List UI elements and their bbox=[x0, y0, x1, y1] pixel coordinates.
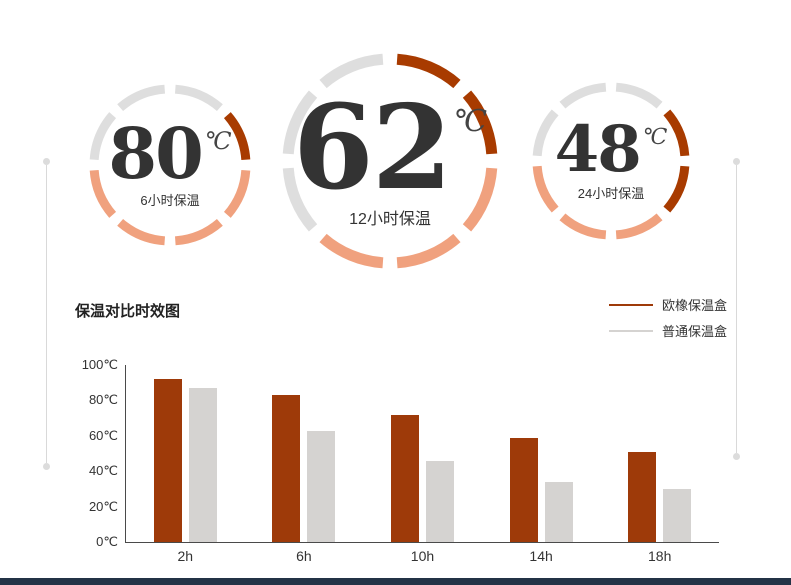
y-axis-tick: 100℃ bbox=[81, 357, 118, 372]
gauge-12h: 62 ℃ 12小时保温 bbox=[277, 48, 503, 274]
decor-dot bbox=[43, 158, 50, 165]
gauge-ring-segment bbox=[89, 169, 117, 218]
gauge-ring-segment bbox=[117, 218, 166, 246]
gauge-24h: 48 ℃ 24小时保温 bbox=[528, 78, 694, 244]
y-axis-tick: 20℃ bbox=[88, 498, 118, 514]
bar-chart-plot: 100℃ 80℃ 60℃ 40℃ 20℃ 0℃ 2h 6h 10h 14h 18h bbox=[82, 357, 719, 564]
legend-label: 欧橡保温盒 bbox=[661, 298, 727, 313]
bar-欧橡保温盒-18h bbox=[628, 451, 657, 542]
bar-欧橡保温盒-6h bbox=[272, 395, 301, 542]
gauge-ring-segment bbox=[223, 169, 251, 218]
gauge-6h: 80 ℃ 6小时保温 bbox=[85, 80, 255, 250]
chart-legend: 欧橡保温盒普通保温盒 bbox=[608, 295, 727, 340]
gauge-ring-segment bbox=[559, 82, 607, 109]
decor-dot bbox=[43, 463, 50, 470]
x-axis-label: 2h bbox=[177, 548, 194, 564]
gauge-ring-segment bbox=[396, 53, 461, 89]
celsius-unit: ℃ bbox=[204, 127, 232, 156]
gauge-label: 24小时保温 bbox=[577, 185, 645, 201]
gauge-ring-segment bbox=[663, 165, 690, 213]
gauge-ring bbox=[89, 84, 251, 246]
legend-item: 欧橡保温盒 bbox=[608, 295, 727, 314]
gauge-ring-segment bbox=[282, 90, 318, 155]
legend-swatch bbox=[608, 303, 653, 306]
bottom-bar bbox=[0, 578, 791, 585]
gauge-ring bbox=[532, 82, 690, 240]
gauge-ring-segment bbox=[532, 109, 559, 157]
gauge-temp: 80 bbox=[108, 112, 203, 196]
chart-title: 保温对比时效图 bbox=[75, 303, 181, 320]
y-axis-tick: 40℃ bbox=[88, 463, 118, 479]
decor-line-right bbox=[733, 158, 740, 460]
gauge-ring-segment bbox=[396, 233, 461, 269]
bar-欧橡保温盒-10h bbox=[391, 414, 419, 542]
gauge-ring-segment bbox=[282, 167, 318, 232]
gauge-label: 12小时保温 bbox=[349, 211, 431, 229]
bar-普通保温盒-18h bbox=[663, 488, 692, 542]
celsius-unit: ℃ bbox=[453, 103, 487, 139]
bar-普通保温盒-2h bbox=[188, 388, 217, 542]
gauge-ring-segment bbox=[532, 165, 559, 213]
legend-item: 普通保温盒 bbox=[608, 321, 727, 340]
gauge-text: 62 ℃ 12小时保温 bbox=[277, 48, 503, 274]
gauge-ring-segment bbox=[223, 112, 251, 161]
gauge-ring-segment bbox=[663, 109, 690, 157]
decor-vline bbox=[46, 165, 47, 463]
gauge-ring-segment bbox=[462, 167, 498, 232]
bar-欧橡保温盒-2h bbox=[153, 379, 182, 542]
legend-label: 普通保温盒 bbox=[661, 324, 727, 339]
decor-dot bbox=[733, 158, 740, 165]
celsius-unit: ℃ bbox=[642, 125, 668, 151]
gauge-label: 6小时保温 bbox=[140, 192, 200, 208]
bar-普通保温盒-6h bbox=[307, 430, 336, 542]
gauge-ring-segment bbox=[117, 84, 166, 112]
x-axis-label: 10h bbox=[410, 548, 435, 564]
y-axis-tick: 0℃ bbox=[96, 534, 118, 549]
gauge-ring bbox=[282, 53, 498, 269]
gauge-ring-segment bbox=[174, 84, 223, 112]
y-axis-tick: 60℃ bbox=[88, 427, 118, 443]
gauge-ring-segment bbox=[559, 213, 607, 240]
gauge-ring-segment bbox=[319, 53, 384, 89]
gauge-ring-segment bbox=[615, 213, 663, 240]
bar-欧橡保温盒-14h bbox=[509, 437, 538, 542]
bar-普通保温盒-10h bbox=[426, 460, 454, 542]
gauge-ring-segment bbox=[462, 90, 498, 155]
legend-swatch bbox=[608, 329, 653, 332]
decor-line-left bbox=[43, 158, 50, 470]
x-axis-label: 14h bbox=[529, 548, 553, 564]
decor-vline bbox=[736, 165, 737, 453]
gauge-ring-segment bbox=[615, 82, 663, 109]
x-axis-label: 18h bbox=[648, 548, 672, 564]
gauge-text: 80 ℃ 6小时保温 bbox=[85, 80, 255, 250]
gauge-ring-segment bbox=[89, 112, 117, 161]
gauge-temp: 48 bbox=[554, 112, 642, 188]
bar-普通保温盒-14h bbox=[544, 481, 573, 542]
y-axis-tick: 80℃ bbox=[88, 392, 118, 408]
gauge-ring-segment bbox=[174, 218, 223, 246]
gauge-text: 48 ℃ 24小时保温 bbox=[528, 78, 694, 244]
decor-dot bbox=[733, 453, 740, 460]
gauge-temp: 62 bbox=[293, 79, 452, 216]
x-axis-label: 6h bbox=[296, 548, 312, 564]
gauge-ring-segment bbox=[319, 233, 384, 269]
